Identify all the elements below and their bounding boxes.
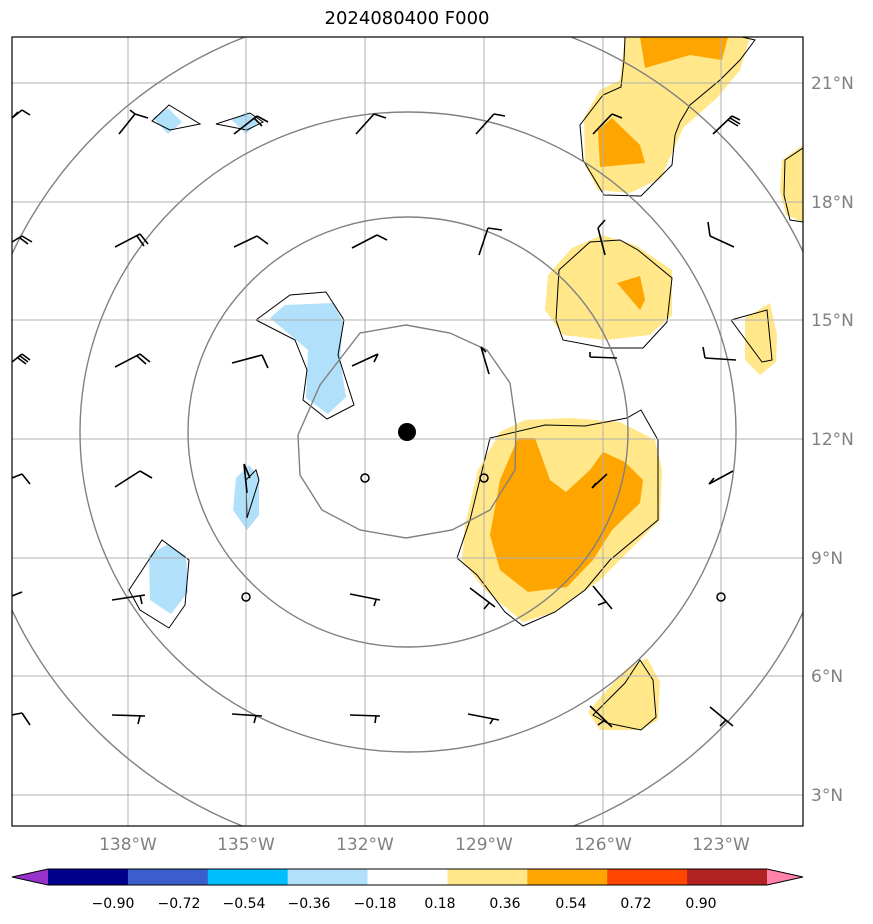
map-area (12, 37, 803, 826)
lat-label: 3°N (811, 786, 843, 806)
colorbar-segment (447, 869, 528, 885)
colorbar-segment (607, 869, 688, 885)
colorbar-tick-label: −0.36 (288, 896, 331, 912)
lon-label: 129°W (455, 835, 513, 855)
colorbar-segment (367, 869, 448, 885)
colorbar-extend-max (767, 869, 803, 885)
colorbar-segment (127, 869, 209, 885)
lon-label: 126°W (574, 835, 632, 855)
colorbar-tick-label: −0.72 (158, 896, 201, 912)
range-rings (12, 37, 803, 826)
map-frame (11, 36, 804, 827)
colorbar-segment (287, 869, 369, 885)
colorbar-tick-label: 0.54 (555, 896, 586, 912)
colorbar (11, 868, 804, 886)
negative-anomaly-fill (149, 108, 346, 614)
lat-label: 12°N (811, 430, 854, 450)
lon-label: 135°W (217, 835, 275, 855)
map-title: 2024080400 F000 (324, 8, 490, 29)
lon-label: 138°W (99, 835, 157, 855)
colorbar-extend-min (12, 869, 48, 885)
anomaly-contours (128, 37, 803, 731)
colorbar-outline (11, 868, 804, 886)
lon-label: 132°W (336, 835, 394, 855)
calm-wind-markers (241, 473, 726, 602)
colorbar-segment (48, 869, 129, 885)
colorbar-tick-label: 0.72 (620, 896, 651, 912)
colorbar-tick-label: −0.54 (223, 896, 266, 912)
longitude-labels: 138°W 135°W 132°W 129°W 126°W 123°W (99, 835, 750, 855)
wind-barbs (12, 109, 741, 728)
colorbar-segment (527, 869, 608, 885)
colorbar-tick-label: −0.90 (92, 896, 135, 912)
lat-label: 6°N (811, 667, 843, 687)
lat-label: 18°N (811, 193, 854, 213)
lat-label: 9°N (811, 549, 843, 569)
latitude-labels: 21°N 18°N 15°N 12°N 9°N 6°N 3°N (811, 74, 854, 806)
colorbar-tick-label: 0.18 (424, 896, 455, 912)
colorbar-tick-label: 0.90 (685, 896, 716, 912)
colorbar-tick-label: 0.36 (489, 896, 520, 912)
colorbar-tick-label: −0.18 (354, 896, 397, 912)
lon-label: 123°W (692, 835, 750, 855)
colorbar-tick-labels: −0.90 −0.72 −0.54 −0.36 −0.18 0.18 0.36 … (92, 896, 717, 912)
gridlines (12, 37, 803, 826)
colorbar-segment (207, 869, 289, 885)
lat-label: 21°N (811, 74, 854, 94)
colorbar-segment (687, 869, 768, 885)
storm-center-marker (398, 423, 416, 441)
lat-label: 15°N (811, 311, 854, 331)
